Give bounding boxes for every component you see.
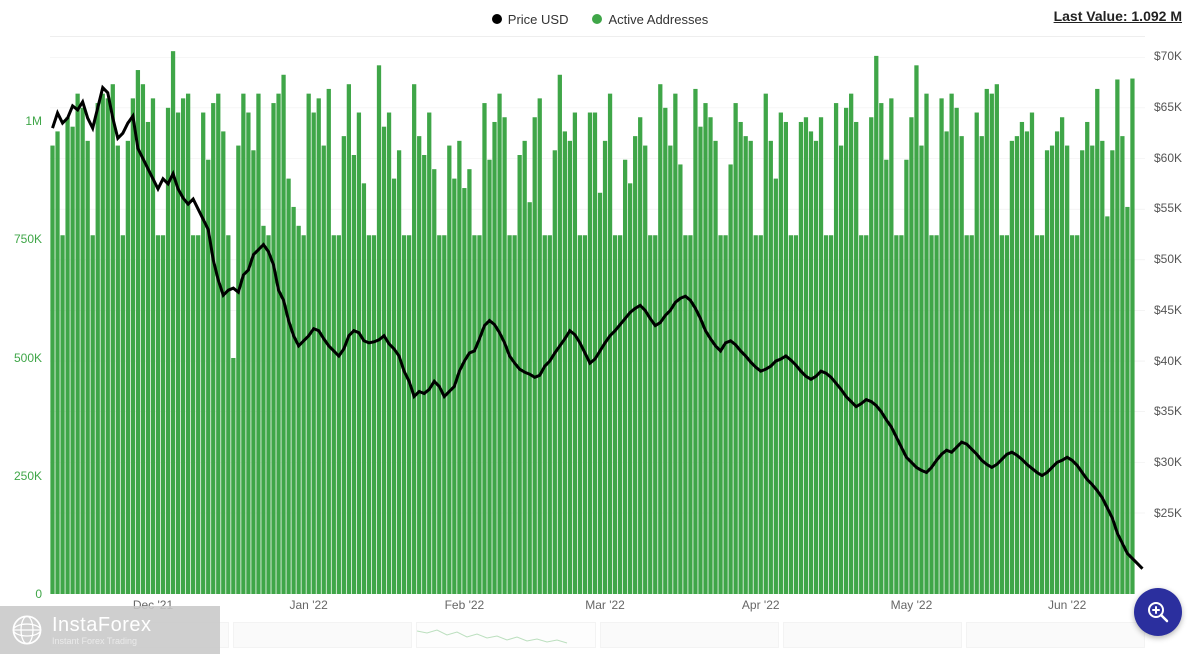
y-left-tick-label: 250K bbox=[14, 469, 42, 483]
x-tick-label: Feb '22 bbox=[445, 598, 485, 612]
y-left-tick-label: 1M bbox=[25, 114, 42, 128]
search-fab-button[interactable] bbox=[1134, 588, 1182, 636]
line-series bbox=[50, 37, 1145, 594]
y-axis-left: 0250K500K750K1M bbox=[0, 36, 48, 594]
y-left-tick-label: 0 bbox=[35, 587, 42, 601]
x-tick-label: Jan '22 bbox=[290, 598, 328, 612]
legend-item-addresses[interactable]: Active Addresses bbox=[592, 12, 708, 27]
watermark-logo-icon bbox=[10, 613, 44, 647]
range-seg[interactable] bbox=[783, 622, 962, 648]
range-seg[interactable] bbox=[600, 622, 779, 648]
y-right-tick-label: $30K bbox=[1154, 455, 1182, 469]
y-right-tick-label: $35K bbox=[1154, 404, 1182, 418]
legend-label-price: Price USD bbox=[508, 12, 569, 27]
legend-row: Price USD Active Addresses Last Value: 1… bbox=[10, 8, 1190, 30]
x-tick-label: Mar '22 bbox=[585, 598, 625, 612]
y-left-tick-label: 500K bbox=[14, 351, 42, 365]
chart-container: Price USD Active Addresses Last Value: 1… bbox=[0, 0, 1200, 654]
range-seg[interactable] bbox=[966, 622, 1145, 648]
y-right-tick-label: $50K bbox=[1154, 252, 1182, 266]
y-axis-right: $25K $30K $35K $40K $45K $50K $55K $60K $65K $70K bbox=[1148, 36, 1200, 594]
last-value-label: Last Value: 1.092 M bbox=[1054, 8, 1182, 24]
y-right-tick-label: $25K bbox=[1154, 506, 1182, 520]
mini-sparkline bbox=[417, 623, 594, 647]
y-right-tick-label: $60K bbox=[1154, 151, 1182, 165]
legend-dot-price bbox=[492, 14, 502, 24]
y-right-tick-label: $45K bbox=[1154, 303, 1182, 317]
y-right-tick-label: $70K bbox=[1154, 49, 1182, 63]
range-seg[interactable] bbox=[416, 622, 595, 648]
y-right-tick-label: $65K bbox=[1154, 100, 1182, 114]
y-right-tick-label: $40K bbox=[1154, 354, 1182, 368]
legend-dot-addresses bbox=[592, 14, 602, 24]
watermark-text: InstaForex Instant Forex Trading bbox=[52, 615, 151, 646]
watermark-subtitle: Instant Forex Trading bbox=[52, 637, 151, 646]
watermark-title: InstaForex bbox=[52, 615, 151, 635]
plot-area[interactable] bbox=[50, 36, 1145, 594]
y-right-tick-label: $55K bbox=[1154, 201, 1182, 215]
range-seg[interactable] bbox=[233, 622, 412, 648]
search-zoom-icon bbox=[1146, 600, 1170, 624]
y-left-tick-label: 750K bbox=[14, 232, 42, 246]
legend-label-addresses: Active Addresses bbox=[608, 12, 708, 27]
x-tick-label: Apr '22 bbox=[742, 598, 780, 612]
watermark-badge: InstaForex Instant Forex Trading bbox=[0, 606, 220, 654]
x-tick-label: Jun '22 bbox=[1048, 598, 1086, 612]
x-tick-label: May '22 bbox=[891, 598, 933, 612]
legend-item-price[interactable]: Price USD bbox=[492, 12, 569, 27]
